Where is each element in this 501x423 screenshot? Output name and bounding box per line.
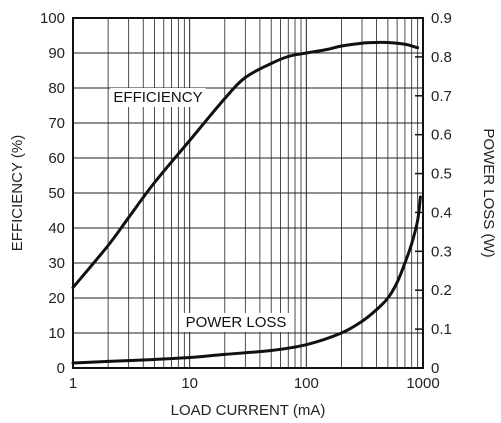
x-axis-title: LOAD CURRENT (mA) xyxy=(171,402,326,419)
right-y-tick-label: 0.4 xyxy=(431,204,452,221)
left-y-tick-label: 40 xyxy=(48,220,65,237)
x-tick-label: 1000 xyxy=(406,375,439,392)
left-y-tick-label: 30 xyxy=(48,255,65,272)
left-y-axis-title: EFFICIENCY (%) xyxy=(9,135,26,251)
efficiency-label: EFFICIENCY xyxy=(113,89,202,106)
right-y-tick-label: 0.2 xyxy=(431,282,452,299)
right-y-tick-label: 0 xyxy=(431,360,439,377)
power-loss-label: POWER LOSS xyxy=(186,314,287,331)
annotation-background xyxy=(110,88,206,107)
right-y-tick-label: 0.7 xyxy=(431,88,452,105)
efficiency-curve xyxy=(71,40,420,289)
right-y-axis-title: POWER LOSS (W) xyxy=(480,128,497,257)
left-y-tick-label: 100 xyxy=(40,10,65,27)
right-y-tick-label: 0.6 xyxy=(431,127,452,144)
right-y-tick-label: 0.5 xyxy=(431,166,452,183)
left-y-tick-label: 80 xyxy=(48,80,65,97)
left-y-tick-label: 50 xyxy=(48,185,65,202)
annotations: EFFICIENCY POWER LOSS xyxy=(110,88,290,332)
left-y-tick-label: 60 xyxy=(48,150,65,167)
power-loss-curve xyxy=(71,195,422,365)
left-y-tick-label: 0 xyxy=(57,360,65,377)
curves xyxy=(71,40,422,365)
x-tick-label: 1 xyxy=(69,375,77,392)
left-y-tick-label: 10 xyxy=(48,325,65,342)
right-y-tick-label: 0.3 xyxy=(431,243,452,260)
right-y-tick-label: 0.8 xyxy=(431,49,452,66)
plot-frame xyxy=(72,17,424,369)
annotation-background xyxy=(182,313,290,332)
x-tick-label: 10 xyxy=(181,375,198,392)
right-y-tick-label: 0.1 xyxy=(431,321,452,338)
x-tick-label: 100 xyxy=(294,375,319,392)
left-y-tick-label: 70 xyxy=(48,115,65,132)
left-y-tick-label: 20 xyxy=(48,290,65,307)
right-y-tick-label: 0.9 xyxy=(431,10,452,27)
tick-labels: 1 10 100 1000010203040506070809010000.10.20… xyxy=(40,10,452,392)
left-y-tick-label: 90 xyxy=(48,45,65,62)
